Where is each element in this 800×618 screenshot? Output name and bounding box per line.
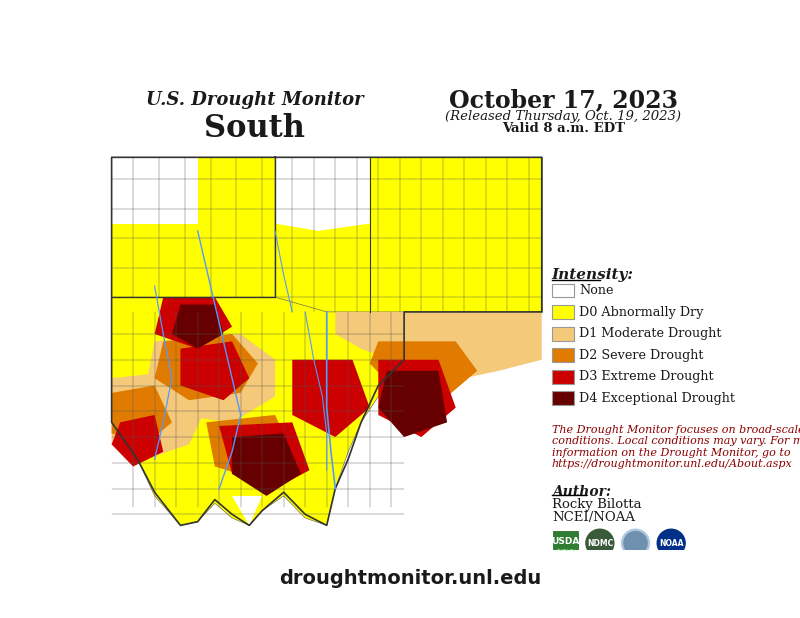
Text: D1 Moderate Drought: D1 Moderate Drought bbox=[579, 327, 722, 340]
Text: ~~~: ~~~ bbox=[555, 546, 576, 555]
Text: NOAA: NOAA bbox=[659, 539, 683, 548]
Bar bbox=[552, 349, 574, 362]
Bar bbox=[552, 391, 574, 405]
Text: U.S. Drought Monitor: U.S. Drought Monitor bbox=[146, 91, 364, 109]
Text: Valid 8 a.m. EDT: Valid 8 a.m. EDT bbox=[502, 122, 625, 135]
Text: D3 Extreme Drought: D3 Extreme Drought bbox=[579, 370, 714, 383]
Polygon shape bbox=[154, 297, 232, 349]
Circle shape bbox=[586, 529, 614, 557]
Polygon shape bbox=[275, 158, 542, 312]
Polygon shape bbox=[378, 371, 447, 437]
Text: Rocky Bilotta: Rocky Bilotta bbox=[552, 499, 642, 512]
Polygon shape bbox=[181, 341, 250, 400]
Bar bbox=[552, 305, 574, 319]
Text: None: None bbox=[579, 284, 614, 297]
Polygon shape bbox=[112, 158, 275, 297]
Bar bbox=[552, 370, 574, 384]
Polygon shape bbox=[378, 360, 456, 437]
Text: NCEI/NOAA: NCEI/NOAA bbox=[552, 510, 635, 523]
Text: D2 Severe Drought: D2 Severe Drought bbox=[579, 349, 703, 362]
Polygon shape bbox=[112, 158, 198, 224]
Text: NDMC: NDMC bbox=[586, 539, 613, 548]
Polygon shape bbox=[335, 312, 542, 378]
Bar bbox=[552, 284, 574, 297]
Polygon shape bbox=[112, 386, 172, 444]
Circle shape bbox=[624, 531, 647, 554]
Polygon shape bbox=[219, 422, 310, 489]
Circle shape bbox=[658, 529, 685, 557]
Bar bbox=[552, 327, 574, 341]
Polygon shape bbox=[275, 158, 370, 231]
Polygon shape bbox=[146, 334, 275, 422]
Text: D4 Exceptional Drought: D4 Exceptional Drought bbox=[579, 392, 735, 405]
Polygon shape bbox=[292, 360, 370, 437]
Text: droughtmonitor.unl.edu: droughtmonitor.unl.edu bbox=[279, 569, 541, 588]
Polygon shape bbox=[112, 371, 206, 459]
Polygon shape bbox=[206, 415, 292, 481]
Polygon shape bbox=[172, 305, 223, 349]
Polygon shape bbox=[112, 415, 163, 467]
Text: South: South bbox=[205, 112, 306, 143]
Text: D0 Abnormally Dry: D0 Abnormally Dry bbox=[579, 305, 703, 319]
Polygon shape bbox=[232, 496, 262, 525]
Text: The Drought Monitor focuses on broad-scale
conditions. Local conditions may vary: The Drought Monitor focuses on broad-sca… bbox=[552, 425, 800, 469]
Polygon shape bbox=[154, 334, 258, 400]
Polygon shape bbox=[112, 158, 404, 525]
Bar bbox=[554, 531, 578, 556]
Text: (Released Thursday, Oct. 19, 2023): (Released Thursday, Oct. 19, 2023) bbox=[446, 109, 682, 122]
Text: USDA: USDA bbox=[551, 537, 580, 546]
Text: October 17, 2023: October 17, 2023 bbox=[449, 88, 678, 112]
Circle shape bbox=[622, 529, 650, 557]
Polygon shape bbox=[370, 341, 478, 397]
Text: Author:: Author: bbox=[552, 485, 611, 499]
Text: Intensity:: Intensity: bbox=[552, 268, 634, 282]
Polygon shape bbox=[232, 433, 301, 496]
